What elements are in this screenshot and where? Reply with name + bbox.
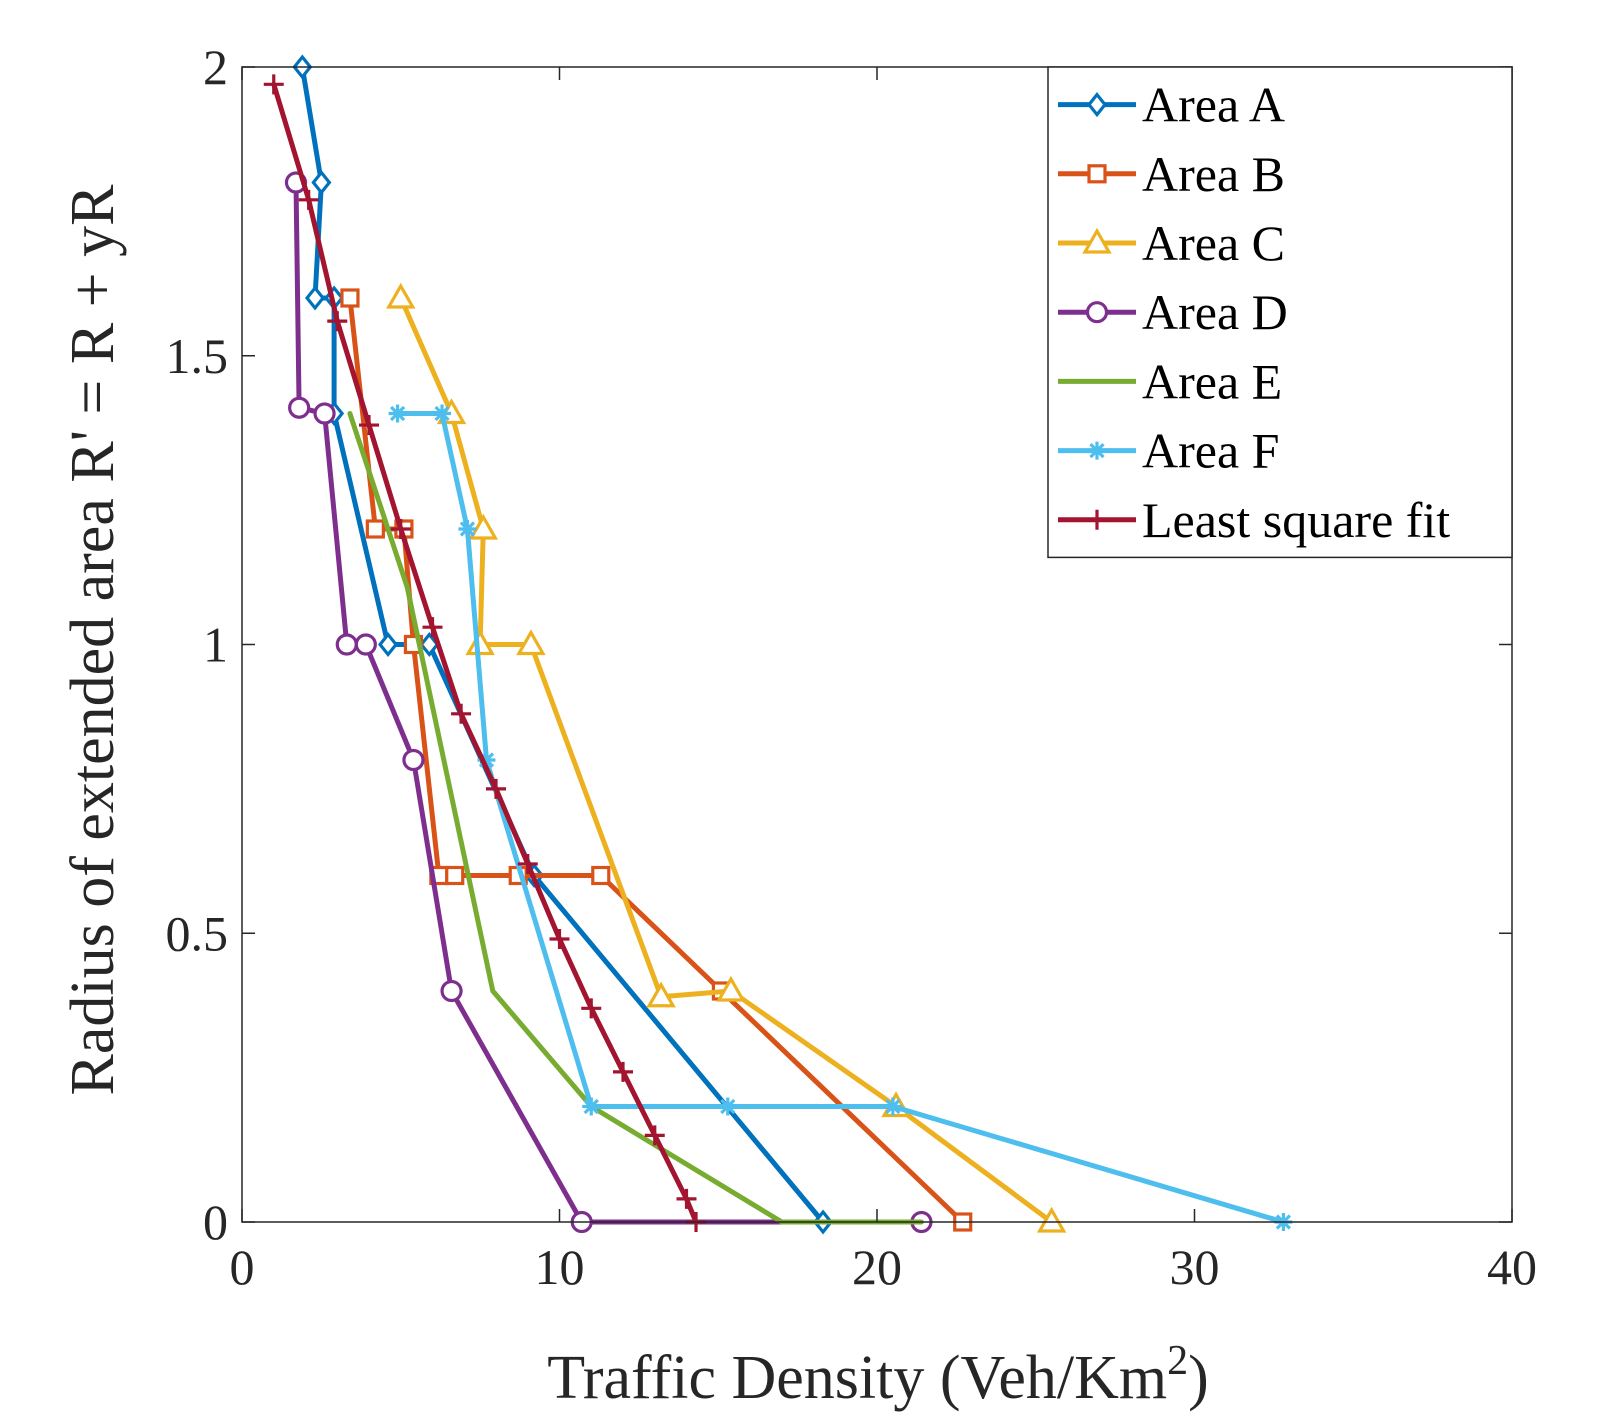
legend-marker-area-d: [1085, 301, 1109, 324]
data-point-area-a: [311, 169, 332, 196]
data-point-area-c: [468, 513, 499, 540]
data-point-least-square-fit: [298, 189, 319, 210]
data-point-least-square-fit: [390, 519, 411, 539]
legend-label-area-c: Area C: [1142, 215, 1285, 271]
legend-item-least-square-fit: Least square fit: [1058, 492, 1450, 548]
y-tick-label: 0.5: [166, 905, 229, 961]
legend-item-area-d: Area D: [1058, 284, 1288, 340]
data-point-area-f: [433, 404, 452, 423]
legend-label-area-f: Area F: [1142, 423, 1279, 479]
data-point-area-f: [883, 1097, 902, 1116]
legend: Area A Area B Area C Area D Area E Area F Leas…: [1047, 66, 1513, 559]
y-tick-label: 1.5: [166, 328, 229, 384]
legend-label-area-b: Area B: [1142, 146, 1285, 202]
data-point-area-c: [385, 282, 416, 309]
data-point-least-square-fit: [517, 853, 538, 874]
data-point-least-square-fit: [613, 1061, 633, 1082]
data-point-area-f: [718, 1097, 737, 1116]
data-point-area-c: [716, 975, 746, 1002]
data-point-least-square-fit: [327, 311, 348, 332]
data-point-area-d: [354, 633, 377, 656]
series-layer: [263, 54, 1293, 1235]
data-point-area-d: [288, 396, 311, 419]
data-point-least-square-fit: [263, 74, 284, 95]
data-point-area-f: [582, 1097, 601, 1116]
data-point-area-c: [1036, 1206, 1067, 1233]
series-area-f: [388, 404, 1293, 1231]
y-tick-label: 1: [203, 617, 228, 673]
data-point-area-c: [516, 629, 546, 656]
legend-item-area-c: Area C: [1058, 215, 1285, 271]
data-point-area-b: [340, 288, 360, 308]
x-tick-label: 10: [535, 1239, 585, 1295]
data-point-least-square-fit: [451, 703, 472, 724]
data-point-least-square-fit: [549, 929, 570, 950]
data-point-least-square-fit: [644, 1125, 665, 1146]
legend-marker-area-a: [1086, 92, 1108, 118]
legend-label-area-a: Area A: [1142, 77, 1285, 133]
legend-item-area-a: Area A: [1058, 77, 1285, 133]
legend-marker-area-b: [1087, 164, 1107, 184]
data-point-area-d: [313, 402, 336, 425]
series-line-area-f: [395, 411, 1286, 1225]
data-point-area-d: [440, 979, 463, 1003]
legend-marker-area-c: [1082, 227, 1112, 254]
data-point-area-f: [477, 751, 496, 769]
data-point-area-d: [402, 748, 425, 772]
legend-item-area-f: Area F: [1058, 423, 1279, 479]
data-point-area-a: [304, 285, 326, 311]
legend-label-area-e: Area E: [1142, 353, 1282, 409]
x-tick-label: 0: [230, 1239, 255, 1295]
data-point-least-square-fit: [676, 1188, 697, 1209]
data-point-area-d: [335, 633, 358, 656]
x-tick-label: 40: [1487, 1239, 1537, 1295]
x-tick-label: 30: [1170, 1239, 1220, 1295]
legend-marker-area-f: [1088, 441, 1106, 460]
x-tick-label: 20: [852, 1239, 902, 1295]
data-point-least-square-fit: [581, 998, 602, 1019]
legend-label-area-d: Area D: [1142, 284, 1288, 340]
x-axis-label: Traffic Density (Veh/Km2): [547, 1338, 1209, 1412]
data-point-area-f: [388, 404, 407, 423]
data-point-area-b: [591, 865, 611, 886]
data-point-least-square-fit: [359, 415, 379, 436]
ticks-layer: 0 10 20 30 40 0 0.5 1 1.5 2: [166, 39, 1538, 1295]
y-axis-label: Radius of extended area R' = R + yR: [59, 184, 127, 1096]
data-point-area-b: [365, 519, 385, 539]
data-point-area-f: [458, 520, 477, 538]
y-tick-label: 0: [203, 1194, 228, 1250]
data-point-area-b: [445, 865, 465, 886]
legend-item-area-e: Area E: [1058, 353, 1282, 409]
data-point-area-c: [646, 981, 676, 1008]
data-point-least-square-fit: [486, 778, 506, 799]
data-point-least-square-fit: [422, 617, 443, 638]
legend-label-least-square-fit: Least square fit: [1142, 492, 1450, 548]
data-point-area-a: [378, 631, 399, 658]
legend-marker-least-square-fit: [1087, 509, 1107, 530]
y-tick-label: 2: [203, 39, 228, 95]
legend-item-area-b: Area B: [1058, 146, 1285, 202]
